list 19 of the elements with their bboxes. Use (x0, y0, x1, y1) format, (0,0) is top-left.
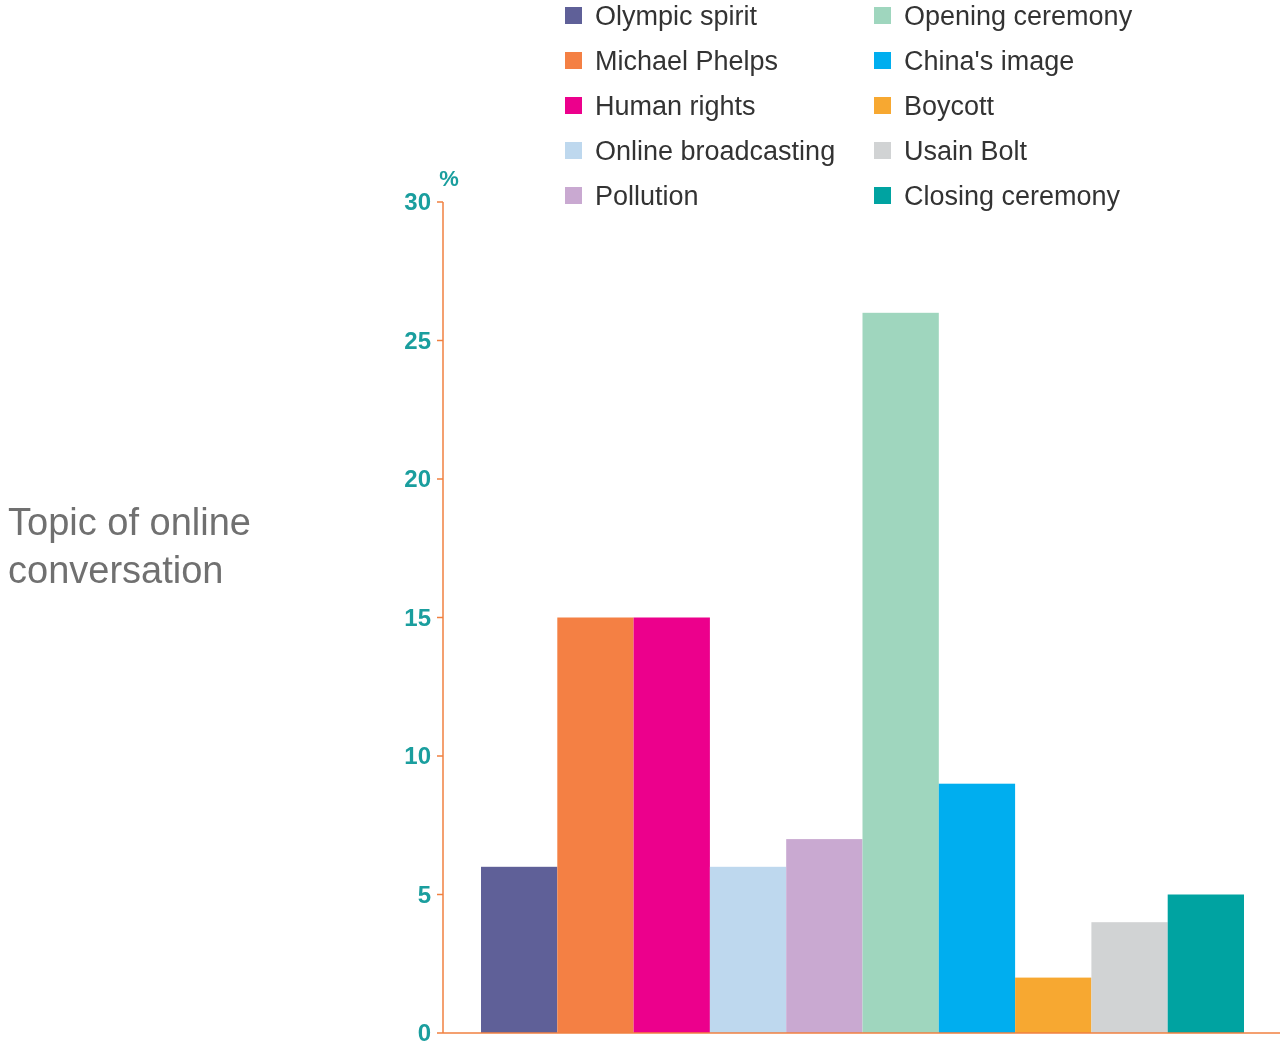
legend-label: Usain Bolt (904, 136, 1028, 167)
y-tick-label: 0 (417, 1019, 431, 1042)
legend-label: Opening ceremony (904, 1, 1133, 32)
legend-label: Olympic spirit (595, 1, 758, 32)
y-tick-label: 10 (404, 742, 431, 770)
legend-label: Pollution (595, 181, 699, 212)
text: Topic of online conversation (8, 501, 251, 591)
legend-label: Online broadcasting (595, 136, 836, 167)
legend-label: Michael Phelps (595, 46, 779, 77)
y-tick-label: 5 (417, 880, 431, 908)
y-tick-label: 15 (404, 603, 431, 631)
legend-label: China's image (904, 46, 1075, 77)
y-tick-label: 20 (404, 465, 431, 493)
y-axis-title: % (439, 166, 459, 191)
legend-label: Boycott (904, 91, 995, 122)
y-tick-label: 25 (404, 326, 431, 354)
legend-label: Closing ceremony (904, 181, 1121, 212)
legend-label: Human rights (595, 91, 756, 122)
y-tick-label: 30 (404, 188, 431, 216)
